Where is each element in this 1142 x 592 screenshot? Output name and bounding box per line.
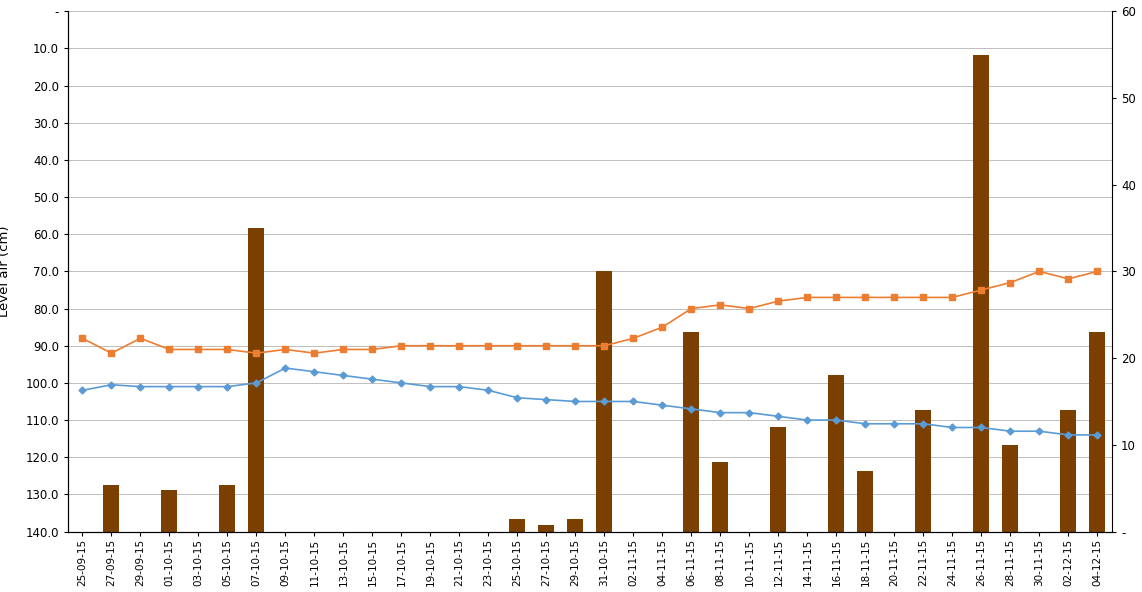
Bar (568, 519, 584, 532)
Bar (509, 519, 525, 532)
Bar (828, 375, 844, 532)
Bar (771, 427, 787, 532)
Bar (596, 271, 612, 532)
Y-axis label: Level air (cm): Level air (cm) (0, 226, 10, 317)
Bar (161, 490, 177, 532)
Bar (1003, 445, 1019, 532)
Bar (1089, 332, 1105, 532)
Bar (713, 462, 729, 532)
Bar (538, 525, 554, 532)
Bar (683, 332, 699, 532)
Bar (858, 471, 874, 532)
Bar (219, 485, 235, 532)
Bar (973, 54, 989, 532)
Bar (249, 228, 265, 532)
Bar (104, 485, 120, 532)
Bar (916, 410, 932, 532)
Bar (1061, 410, 1076, 532)
